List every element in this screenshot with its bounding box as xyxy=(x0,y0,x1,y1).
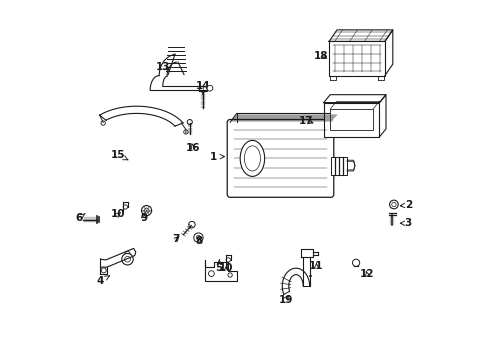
Circle shape xyxy=(122,253,133,265)
Text: 5: 5 xyxy=(215,260,223,273)
Text: 17: 17 xyxy=(299,116,313,126)
Bar xyxy=(330,157,346,175)
Circle shape xyxy=(227,273,232,277)
Text: 15: 15 xyxy=(110,150,128,160)
Text: 6: 6 xyxy=(75,213,85,223)
Text: 18: 18 xyxy=(313,51,327,61)
Text: 14: 14 xyxy=(195,81,210,95)
Text: 19: 19 xyxy=(278,294,292,305)
Circle shape xyxy=(188,221,195,228)
Text: 11: 11 xyxy=(308,261,323,271)
Text: 8: 8 xyxy=(196,236,203,246)
Circle shape xyxy=(208,271,214,276)
Circle shape xyxy=(125,251,130,256)
Circle shape xyxy=(391,202,395,207)
Text: 1: 1 xyxy=(210,152,224,162)
Bar xyxy=(328,41,384,76)
Text: 7: 7 xyxy=(172,234,180,244)
Ellipse shape xyxy=(240,140,264,176)
Circle shape xyxy=(101,121,105,125)
Text: 4: 4 xyxy=(97,276,109,286)
Text: 9: 9 xyxy=(140,213,147,223)
Circle shape xyxy=(124,256,130,262)
FancyBboxPatch shape xyxy=(227,120,333,197)
Text: 3: 3 xyxy=(400,218,411,228)
Circle shape xyxy=(141,206,151,216)
Text: 2: 2 xyxy=(400,200,411,210)
Text: 10: 10 xyxy=(219,263,233,273)
Text: 13: 13 xyxy=(156,62,170,72)
Circle shape xyxy=(389,200,397,209)
Circle shape xyxy=(123,205,127,209)
Circle shape xyxy=(193,233,203,242)
Circle shape xyxy=(225,258,230,262)
Bar xyxy=(329,109,372,130)
Circle shape xyxy=(352,259,359,266)
Circle shape xyxy=(101,268,106,273)
Circle shape xyxy=(183,130,188,134)
Circle shape xyxy=(144,208,149,213)
Text: 12: 12 xyxy=(359,269,373,279)
Text: 10: 10 xyxy=(111,209,125,219)
Circle shape xyxy=(187,120,192,125)
Circle shape xyxy=(196,235,200,240)
Text: 16: 16 xyxy=(186,143,200,153)
Circle shape xyxy=(206,85,212,91)
Bar xyxy=(323,103,379,137)
Ellipse shape xyxy=(244,146,260,171)
